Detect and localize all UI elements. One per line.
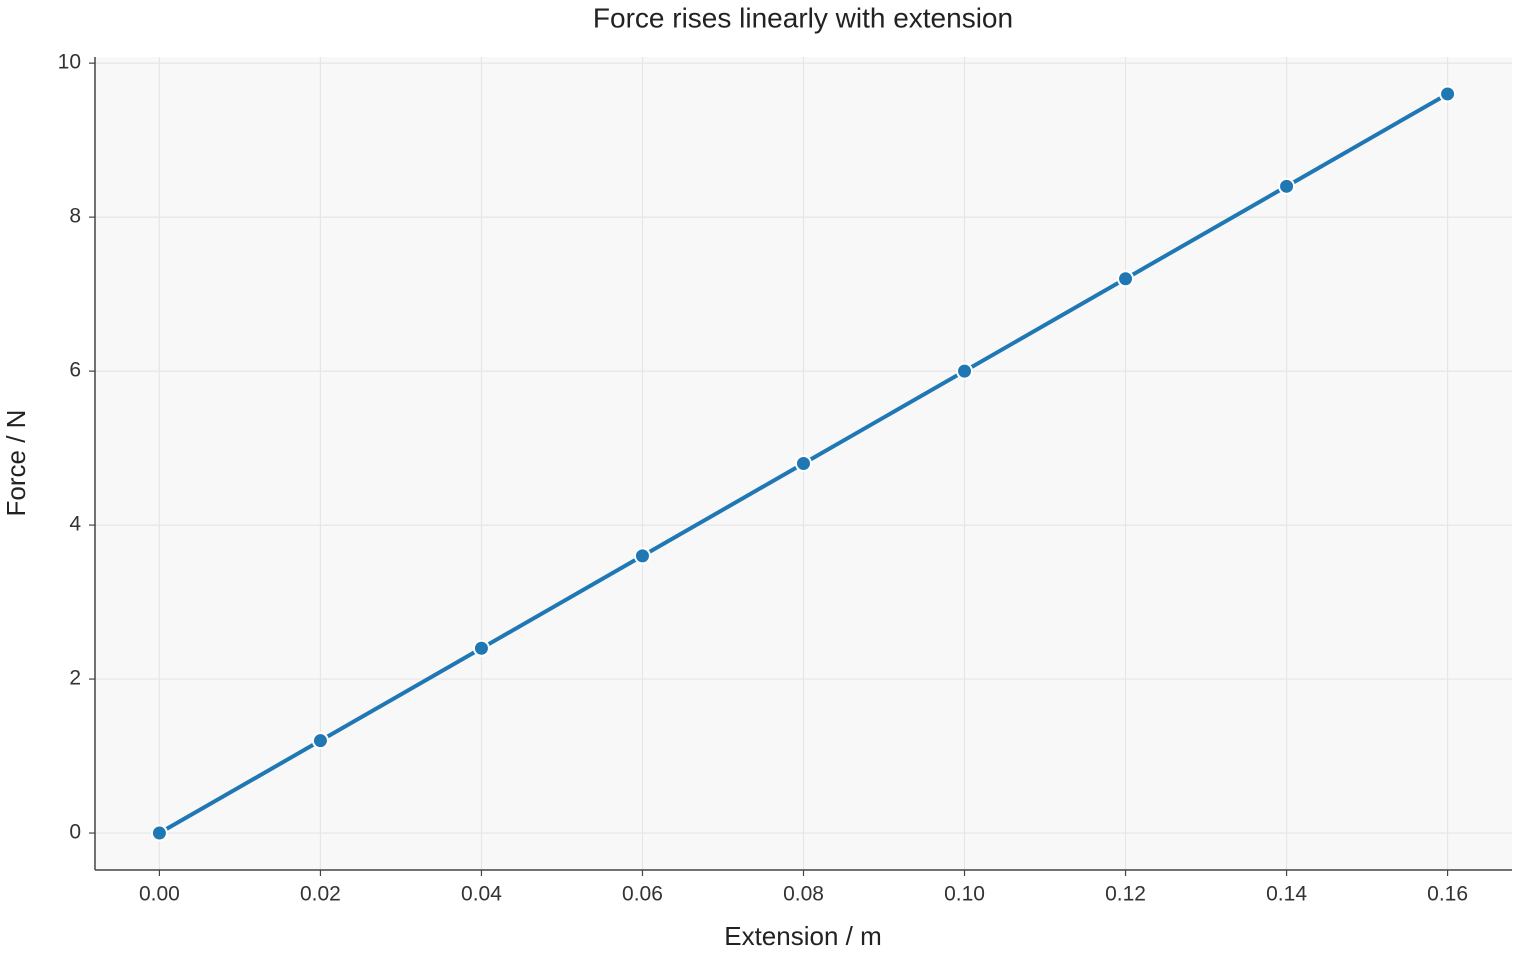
y-axis-label: Force / N: [1, 410, 31, 517]
x-tick-label: 0.10: [944, 883, 985, 906]
x-tick-label: 0.00: [139, 883, 180, 906]
data-point: [1117, 270, 1135, 288]
y-tick-label: 4: [69, 513, 81, 536]
y-tick-label: 6: [69, 359, 81, 382]
chart-title: Force rises linearly with extension: [593, 2, 1013, 33]
data-point: [150, 824, 168, 842]
x-tick-label: 0.14: [1266, 883, 1307, 906]
x-tick-label: 0.12: [1105, 883, 1146, 906]
data-point: [472, 639, 490, 657]
y-tick-label: 8: [69, 205, 81, 228]
x-tick-label: 0.02: [300, 883, 341, 906]
data-point: [633, 547, 651, 565]
x-tick-label: 0.06: [622, 883, 663, 906]
data-point: [311, 732, 329, 750]
data-point: [1439, 85, 1457, 103]
data-point: [795, 455, 812, 472]
data-point: [1278, 177, 1296, 195]
x-tick-label: 0.08: [783, 883, 824, 906]
x-tick-label: 0.04: [461, 883, 502, 906]
x-axis-label: Extension / m: [724, 921, 882, 951]
y-tick-label: 0: [69, 821, 81, 844]
data-point: [956, 362, 974, 380]
x-tick-label: 0.16: [1427, 883, 1468, 906]
y-tick-label: 10: [58, 51, 81, 74]
y-tick-label: 2: [69, 667, 81, 690]
